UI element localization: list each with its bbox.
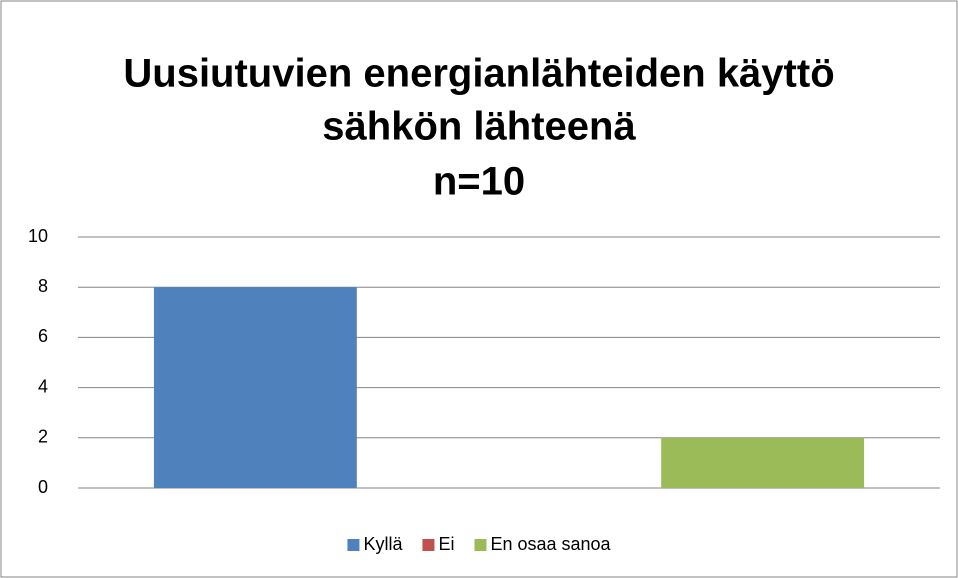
y-tick-label: 4 xyxy=(38,376,48,396)
legend-swatch xyxy=(422,539,435,551)
chart-title: n=10 xyxy=(433,160,525,204)
legend-label: En osaa sanoa xyxy=(490,534,611,554)
y-tick-label: 6 xyxy=(38,326,48,346)
bar xyxy=(153,287,357,488)
y-tick-label: 10 xyxy=(28,226,48,246)
legend-label: Ei xyxy=(438,534,454,554)
legend-swatch xyxy=(347,539,360,551)
legend-label: Kyllä xyxy=(363,534,403,554)
chart-title: sähkön lähteenä xyxy=(322,105,636,149)
bar xyxy=(661,437,865,488)
chart-title: Uusiutuvien energianlähteiden käyttö xyxy=(123,52,834,96)
y-tick-label: 8 xyxy=(38,276,48,296)
y-tick-label: 0 xyxy=(38,477,48,497)
legend-swatch xyxy=(474,539,487,551)
y-tick-label: 2 xyxy=(38,427,48,447)
